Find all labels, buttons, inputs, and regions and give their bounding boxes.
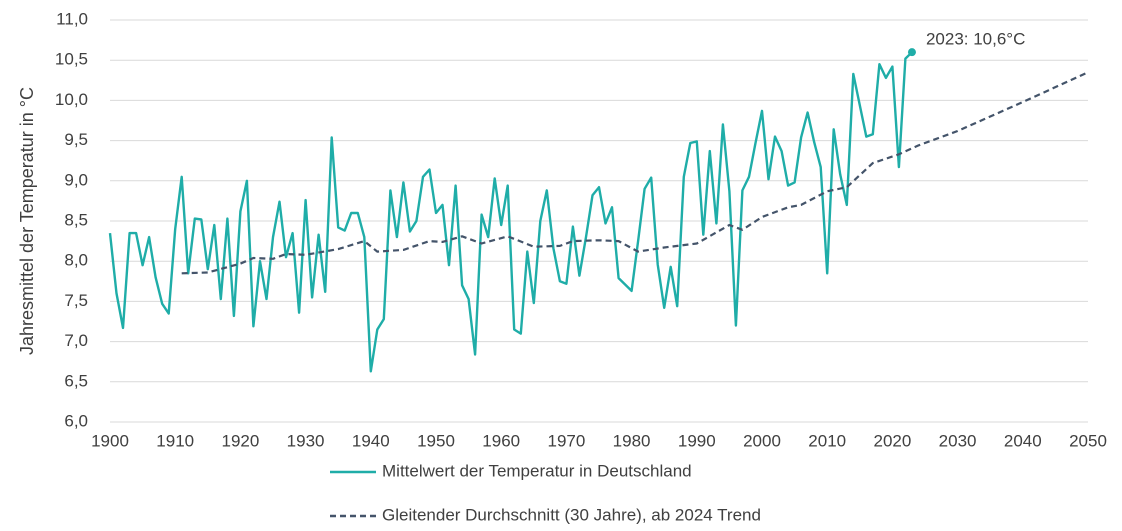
x-tick-label: 1920 — [221, 431, 259, 450]
y-tick-label: 8,0 — [64, 251, 88, 270]
legend-label: Gleitender Durchschnitt (30 Jahre), ab 2… — [382, 505, 761, 524]
y-tick-label: 10,5 — [55, 50, 88, 69]
x-tick-label: 1960 — [482, 431, 520, 450]
annotation: 2023: 10,6°C — [926, 30, 1025, 49]
x-tick-label: 2040 — [1004, 431, 1042, 450]
x-tick-label: 1940 — [352, 431, 390, 450]
x-tick-label: 1980 — [613, 431, 651, 450]
x-tick-label: 1990 — [678, 431, 716, 450]
x-tick-label: 2050 — [1069, 431, 1107, 450]
highlight-point — [907, 48, 916, 57]
y-axis-label: Jahresmittel der Temperatur in °C — [17, 87, 37, 355]
y-tick-label: 8,5 — [64, 210, 88, 229]
x-tick-label: 1900 — [91, 431, 129, 450]
y-tick-label: 10,0 — [55, 90, 88, 109]
x-tick-label: 1910 — [156, 431, 194, 450]
legend-label: Mittelwert der Temperatur in Deutschland — [382, 461, 692, 480]
y-tick-label: 9,0 — [64, 170, 88, 189]
y-tick-label: 6,5 — [64, 371, 88, 390]
y-tick-label: 6,0 — [64, 411, 88, 430]
x-tick-label: 1970 — [547, 431, 585, 450]
x-tick-label: 2010 — [808, 431, 846, 450]
x-tick-label: 1930 — [287, 431, 325, 450]
x-tick-label: 2000 — [743, 431, 781, 450]
x-tick-label: 2020 — [873, 431, 911, 450]
y-tick-label: 9,5 — [64, 130, 88, 149]
y-tick-label: 7,0 — [64, 331, 88, 350]
y-tick-label: 7,5 — [64, 291, 88, 310]
x-tick-label: 1950 — [417, 431, 455, 450]
x-tick-label: 2030 — [939, 431, 977, 450]
y-tick-label: 11,0 — [56, 9, 88, 28]
line-series — [108, 51, 913, 373]
